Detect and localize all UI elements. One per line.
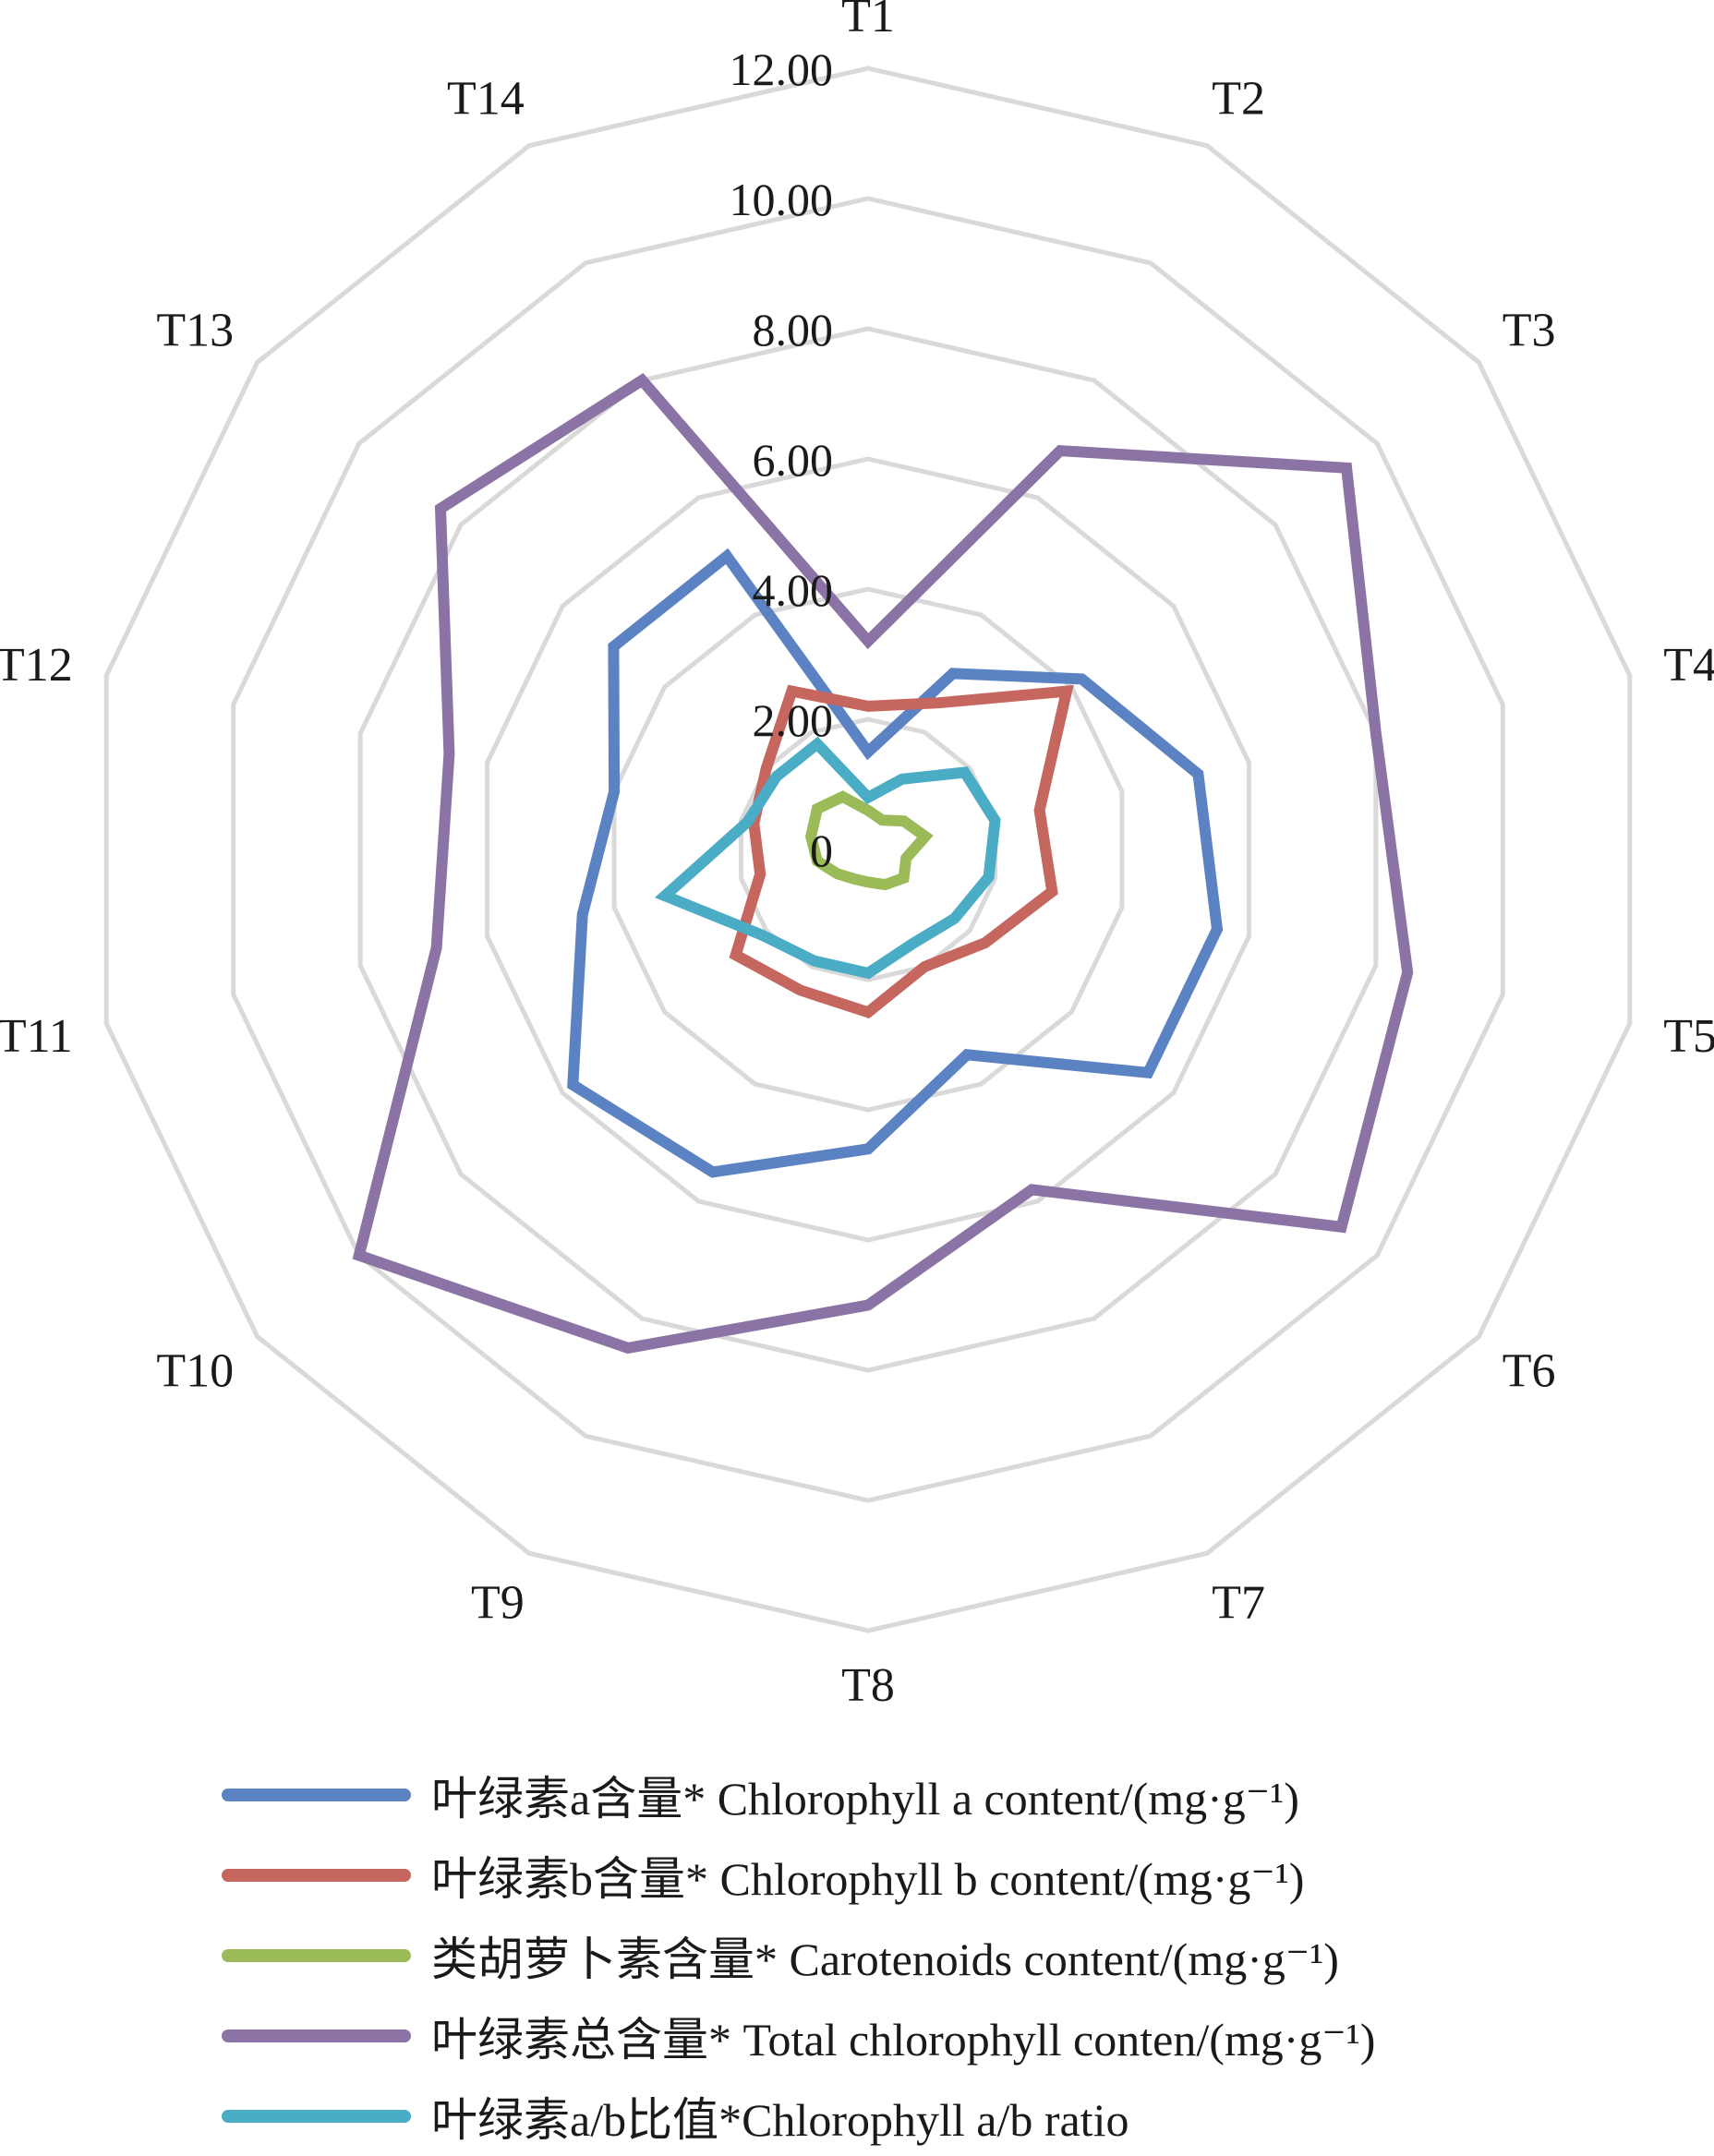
legend-swatch <box>222 1788 411 1801</box>
category-label: T2 <box>1212 73 1265 126</box>
category-label: T13 <box>156 304 234 356</box>
category-label: T3 <box>1503 304 1556 356</box>
series-line-4 <box>352 373 1414 1355</box>
legend-swatch <box>222 2029 411 2042</box>
category-label: T7 <box>1212 1577 1265 1630</box>
grid-ring <box>611 586 1125 1113</box>
legend-label: 叶绿素a含量* Chlorophyll a content/(mg·g⁻¹) <box>431 1772 1299 1825</box>
category-label: T9 <box>471 1577 525 1630</box>
legend-item: 叶绿素b含量* Chlorophyll b content/(mg·g⁻¹) <box>222 1835 1375 1915</box>
category-label: T12 <box>0 639 73 692</box>
radar-series <box>352 373 1414 1355</box>
series-line-5 <box>654 736 1001 980</box>
category-label: T5 <box>1663 1010 1714 1063</box>
series-line-1 <box>567 548 1224 1178</box>
grid-ring <box>357 326 1379 1373</box>
legend-label: 叶绿素总含量* Total chlorophyll conten/(mg·g⁻¹… <box>431 2013 1376 2066</box>
tick-label: 12.00 <box>730 43 834 95</box>
series-line-2 <box>729 684 1074 1019</box>
tick-label: 8.00 <box>753 304 834 355</box>
grid-ring <box>103 66 1633 1633</box>
tick-label: 4.00 <box>753 564 834 616</box>
category-label: T11 <box>0 1010 73 1063</box>
legend-item: 叶绿素a/b比值*Chlorophyll a/b ratio <box>222 2076 1375 2156</box>
legend-label: 叶绿素a/b比值*Chlorophyll a/b ratio <box>431 2093 1129 2146</box>
category-label: T1 <box>841 0 895 42</box>
category-label: T8 <box>841 1659 895 1712</box>
category-label: T10 <box>156 1345 234 1398</box>
series-line-3 <box>804 790 934 891</box>
category-label: T6 <box>1503 1345 1556 1398</box>
chart-legend: 叶绿素a含量* Chlorophyll a content/(mg·g⁻¹) 叶绿… <box>222 1754 1375 2156</box>
radial-tick-labels: 0 2.00 4.00 6.00 8.00 10.00 12.00 <box>730 43 834 876</box>
tick-label: 6.00 <box>753 434 834 486</box>
category-label: T4 <box>1663 639 1714 692</box>
tick-label: 0 <box>810 825 833 876</box>
tick-label: 10.00 <box>730 174 834 225</box>
grid-ring <box>485 456 1251 1243</box>
legend-item: 类胡萝卜素含量* Carotenoids content/(mg·g⁻¹) <box>222 1915 1375 1995</box>
grid-ring <box>231 196 1505 1503</box>
tick-label: 2.00 <box>753 694 834 746</box>
category-label: T14 <box>447 73 525 126</box>
radar-grid <box>103 66 1633 1633</box>
legend-label: 叶绿素b含量* Chlorophyll b content/(mg·g⁻¹) <box>431 1852 1305 1905</box>
legend-item: 叶绿素总含量* Total chlorophyll conten/(mg·g⁻¹… <box>222 1995 1375 2076</box>
legend-swatch <box>222 2109 411 2123</box>
legend-item: 叶绿素a含量* Chlorophyll a content/(mg·g⁻¹) <box>222 1754 1375 1835</box>
legend-swatch <box>222 1868 411 1882</box>
legend-swatch <box>222 1948 411 1962</box>
category-labels: T1 T2 T3 T4 T5 T6 T7 T8 T9 T10 T11 T12 T13 T14 <box>0 0 1714 1712</box>
legend-label: 类胡萝卜素含量* Carotenoids content/(mg·g⁻¹) <box>431 1933 1339 1985</box>
